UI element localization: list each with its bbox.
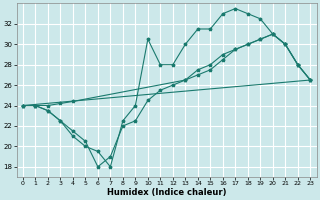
X-axis label: Humidex (Indice chaleur): Humidex (Indice chaleur): [107, 188, 226, 197]
